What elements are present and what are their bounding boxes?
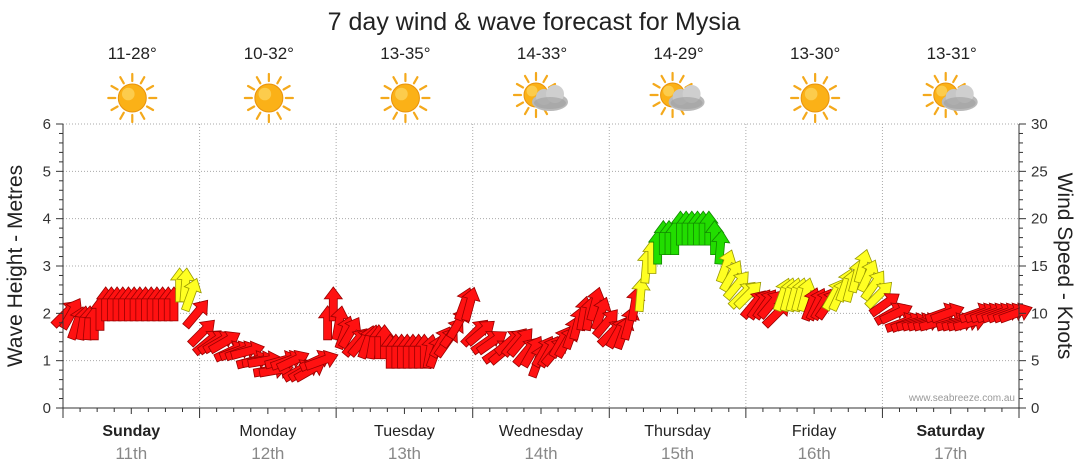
day-date: 12th [251,444,284,463]
y-left-tick-label: 2 [43,305,51,322]
wind-arrows [50,210,1033,383]
y-left-tick-label: 6 [43,116,51,133]
wind-arrow [998,302,1033,324]
wind-arrow [631,276,651,313]
y-left-tick-label: 0 [43,400,51,417]
wind-arrow [323,286,344,322]
wind-arrow [304,349,339,371]
chart-axes: 0 1 2 3 4 5 6 0 5 10 15 20 25 30 [43,116,1048,418]
y-axis-right-label: Wind Speed - Knots [1053,173,1076,360]
sun-icon [243,72,294,124]
y-right-tick-label: 5 [1031,353,1039,370]
weather-row: 11-28° 10-32° 13-35° 14-33° 14-29° 13-30° 13-3… [107,44,978,124]
wind-arrow [710,229,731,265]
partly-cloudy-icon [649,71,705,119]
day-temp-range: 10-32° [244,44,294,63]
day-temp-range: 13-35° [380,44,430,63]
y-left-tick-label: 4 [43,211,51,228]
day-name: Monday [239,423,296,440]
day-name: Saturday [916,423,985,440]
chart-title: 7 day wind & wave forecast for Mysia [328,8,741,36]
y-right-tick-label: 15 [1031,258,1048,275]
sun-icon [790,72,841,124]
day-temp-range: 14-33° [517,44,567,63]
day-name: Wednesday [499,423,583,440]
day-date: 17th [934,444,967,463]
day-temp-range: 13-30° [790,44,840,63]
day-name: Tuesday [374,423,435,440]
wind-arrow [182,299,209,330]
wind-arrow [461,286,481,322]
y-right-tick-label: 25 [1031,163,1048,180]
y-right-tick-label: 20 [1031,211,1048,228]
y-right-tick-label: 30 [1031,116,1048,133]
y-left-tick-label: 1 [43,353,51,370]
day-name: Friday [792,423,836,440]
y-left-tick-label: 5 [43,163,51,180]
sun-icon [107,72,158,124]
y-right-tick-label: 10 [1031,305,1048,322]
day-date: 15th [661,444,694,463]
day-temp-range: 13-31° [927,44,977,63]
day-temp-range: 14-29° [653,44,703,63]
watermark: www.seabreeze.com.au [908,393,1015,404]
day-date: 11th [115,444,147,463]
y-axis-left-label: Wave Height - Metres [4,165,27,367]
partly-cloudy-icon [922,71,978,119]
sun-icon [380,72,431,124]
day-name: Sunday [102,423,160,440]
day-date: 16th [798,444,831,463]
y-left-tick-label: 3 [43,258,51,275]
day-labels: Sunday 11th Monday 12th Tuesday 13th Wednesday… [102,423,985,463]
partly-cloudy-icon [512,71,568,119]
wind-arrow [180,277,202,313]
day-temp-range: 11-28° [108,44,157,63]
day-date: 14th [524,444,557,463]
day-date: 13th [388,444,421,463]
y-right-tick-label: 0 [1031,400,1039,417]
day-name: Thursday [644,423,711,440]
